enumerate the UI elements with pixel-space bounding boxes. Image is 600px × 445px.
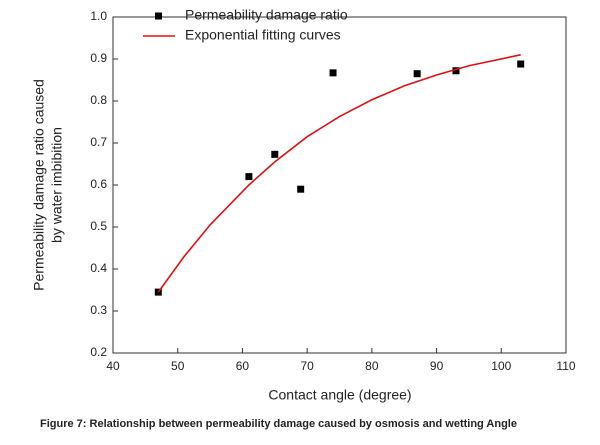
plot-frame [112,16,567,354]
data-point [413,70,421,78]
y-tick-label: 0.6 [90,177,107,191]
data-point [452,67,460,75]
legend-label: Exponential fitting curves [185,27,341,43]
data-point [271,150,279,158]
legend-label: Permeability damage ratio [185,7,348,23]
y-tick-label: 1.0 [90,9,107,23]
legend-marker [155,12,162,20]
x-tick-label: 60 [236,359,250,373]
x-tick-label: 80 [365,359,379,373]
x-tick-label: 50 [171,359,185,373]
y-tick-label: 0.7 [90,135,107,149]
y-tick-label: 0.4 [90,261,107,275]
y-axis-label: by water imbibition [49,127,65,243]
data-point [297,185,305,193]
caption: Figure 7: Relationship between permeabil… [40,418,517,430]
x-tick-label: 100 [491,359,511,373]
x-tick-label: 70 [300,359,314,373]
data-point [517,60,525,68]
x-axis-label: Contact angle (degree) [268,387,411,403]
y-tick-label: 0.8 [90,93,107,107]
y-tick-label: 0.3 [90,303,107,317]
y-tick-label: 0.2 [90,345,107,359]
x-tick-label: 40 [106,359,120,373]
x-tick-label: 90 [430,359,444,373]
fit-curve [157,54,521,293]
y-tick-label: 0.9 [90,51,107,65]
y-tick-label: 0.5 [90,219,107,233]
data-point [329,69,337,77]
y-axis-label: Permeability damage ratio caused [31,79,47,291]
x-tick-label: 110 [556,359,575,373]
data-point [245,173,253,181]
